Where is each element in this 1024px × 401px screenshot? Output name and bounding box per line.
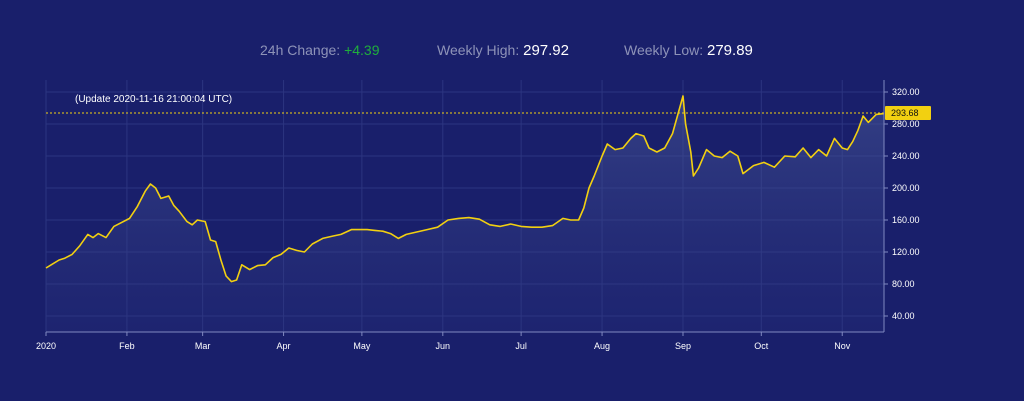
y-tick-label: 120.00 (892, 247, 920, 257)
x-tick-label: May (353, 341, 371, 351)
x-tick-label: 2020 (36, 341, 56, 351)
stat-weekly-low: Weekly Low: 279.89 (624, 42, 753, 59)
stat-weekly-low-value: 279.89 (707, 42, 753, 59)
stat-weekly-high-label: Weekly High: (437, 42, 520, 58)
x-tick-label: Jul (515, 341, 527, 351)
x-tick-label: Nov (834, 341, 851, 351)
stat-weekly-high: Weekly High: 297.92 (437, 42, 569, 59)
current-price-badge-bg (885, 106, 931, 121)
stat-24h-change-label: 24h Change: (260, 42, 341, 58)
y-tick-label: 320.00 (892, 87, 920, 97)
stat-24h-change: 24h Change: +4.39 (260, 42, 380, 58)
y-tick-label: 80.00 (892, 279, 915, 289)
x-tick-label: Apr (277, 341, 291, 351)
x-axis-ticks: 2020 Feb Mar Apr May Jun Jul Aug Sep Oct Nov (36, 332, 851, 351)
x-tick-label: Oct (754, 341, 769, 351)
y-tick-label: 40.00 (892, 311, 915, 321)
price-area-fill (46, 96, 884, 332)
update-timestamp: (Update 2020-11-16 21:00:04 UTC) (75, 94, 232, 105)
stat-weekly-high-value: 297.92 (523, 42, 569, 59)
stat-24h-change-value: +4.39 (344, 42, 380, 58)
x-tick-label: Feb (119, 341, 135, 351)
y-tick-label: 200.00 (892, 183, 920, 193)
current-price-badge-text: 293.68 (891, 108, 919, 118)
chart-axes (46, 80, 885, 333)
x-tick-label: Mar (195, 341, 211, 351)
x-tick-label: Jun (436, 341, 451, 351)
x-tick-label: Aug (594, 341, 610, 351)
current-price-badge: 293.68 (885, 106, 931, 121)
y-tick-label: 240.00 (892, 151, 920, 161)
x-tick-label: Sep (675, 341, 691, 351)
y-axis-ticks: 40.00 80.00 120.00 160.00 200.00 240.00 280.00… (884, 87, 920, 321)
y-tick-label: 160.00 (892, 215, 920, 225)
y-tick-label: 280.00 (892, 119, 920, 129)
price-line (45, 95, 885, 283)
stat-weekly-low-label: Weekly Low: (624, 42, 704, 58)
